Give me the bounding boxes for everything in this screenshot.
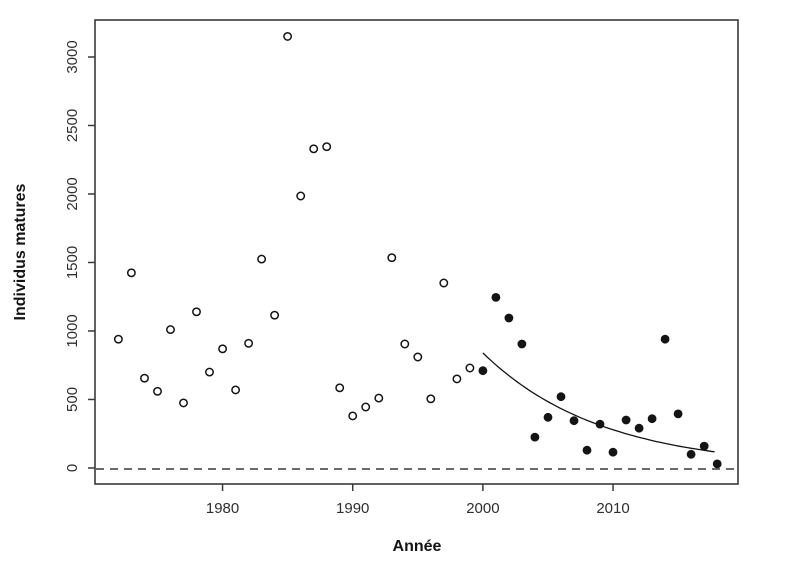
data-point-filled-circle-2016 <box>686 449 696 459</box>
data-point-open-circle-1998 <box>452 374 462 384</box>
data-point-filled-circle-2005 <box>543 412 553 422</box>
data-point-open-circle-1992 <box>374 393 384 403</box>
data-point-open-circle-1974 <box>140 373 149 383</box>
data-point-open-circle-1997 <box>439 278 449 288</box>
data-point-filled-circle-2015 <box>673 409 683 419</box>
data-point-open-circle-1984 <box>270 310 280 320</box>
data-point-filled-circle-2003 <box>517 339 527 349</box>
x-axis-tick-label: 1980 <box>206 500 239 517</box>
data-point-filled-circle-2009 <box>595 419 605 429</box>
data-point-open-circle-1991 <box>361 402 371 412</box>
data-point-open-circle-1994 <box>400 339 410 349</box>
plot-frame <box>94 19 739 485</box>
data-point-open-circle-1988 <box>322 142 332 152</box>
data-point-open-circle-1989 <box>335 383 345 393</box>
data-point-open-circle-1976 <box>166 325 175 335</box>
trend-curve <box>482 352 715 453</box>
y-axis-tick-label: 2000 <box>64 177 81 210</box>
data-point-open-circle-1975 <box>153 386 162 396</box>
x-axis-title: Année <box>392 538 442 555</box>
data-point-filled-circle-2014 <box>660 334 670 344</box>
data-point-filled-circle-2011 <box>621 415 631 425</box>
data-point-open-circle-1981 <box>231 385 241 395</box>
data-point-filled-circle-2017 <box>699 441 709 451</box>
data-point-open-circle-1990 <box>348 411 358 421</box>
data-point-open-circle-1978 <box>192 307 201 317</box>
data-point-open-circle-1972 <box>113 334 123 344</box>
data-point-open-circle-1980 <box>218 344 228 354</box>
data-point-open-circle-1977 <box>179 398 188 408</box>
data-point-open-circle-1973 <box>126 268 136 278</box>
y-axis-tick-label: 3000 <box>64 40 81 73</box>
x-axis-tick-label: 2010 <box>596 500 629 517</box>
data-point-filled-circle-2018 <box>712 459 722 469</box>
data-point-filled-circle-2008 <box>582 445 592 455</box>
data-point-open-circle-1982 <box>244 338 254 348</box>
data-point-open-circle-1985 <box>283 31 293 41</box>
data-point-open-circle-1983 <box>257 254 267 264</box>
x-axis-tick-label: 2000 <box>466 500 499 517</box>
data-point-open-circle-1987 <box>309 144 319 154</box>
y-axis-tick-label: 500 <box>64 387 81 412</box>
y-axis-tick-label: 2500 <box>64 109 81 142</box>
data-point-filled-circle-2012 <box>634 423 644 433</box>
data-point-filled-circle-2002 <box>504 313 514 323</box>
data-point-open-circle-1986 <box>296 191 306 201</box>
y-axis-tick-label: 1500 <box>64 246 81 279</box>
y-axis-title: Individus matures <box>12 183 29 321</box>
data-point-filled-circle-2007 <box>569 416 579 426</box>
data-point-filled-circle-2000 <box>478 366 488 376</box>
data-point-filled-circle-2010 <box>608 447 618 457</box>
data-point-filled-circle-2006 <box>556 392 566 402</box>
data-point-filled-circle-2001 <box>491 293 501 302</box>
data-point-open-circle-1996 <box>426 394 436 404</box>
y-axis-tick-label: 0 <box>64 464 81 472</box>
data-point-filled-circle-2004 <box>530 432 540 442</box>
y-axis-tick-label: 1000 <box>64 314 81 347</box>
data-point-open-circle-1993 <box>387 253 397 263</box>
data-point-open-circle-1995 <box>413 352 423 362</box>
data-point-filled-circle-2013 <box>647 414 657 424</box>
x-axis-tick-label: 1990 <box>336 500 369 517</box>
data-point-open-circle-1979 <box>205 367 214 377</box>
data-point-open-circle-1999 <box>465 363 475 373</box>
